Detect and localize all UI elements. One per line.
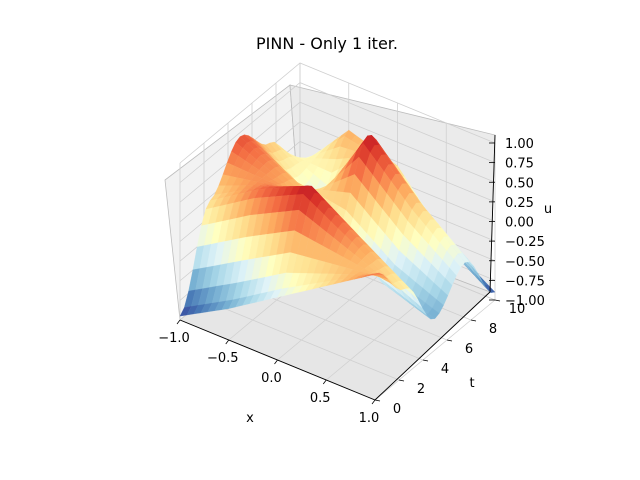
t-tick xyxy=(470,319,477,322)
x-tick-label: 0.5 xyxy=(310,391,331,406)
grid-line xyxy=(179,62,496,164)
u-tick-label: −1.00 xyxy=(505,294,545,309)
t-tick-label: 2 xyxy=(417,382,425,397)
t-tick-label: 4 xyxy=(441,362,449,377)
x-axis-label: x xyxy=(246,411,254,426)
u-tick-label: 0.00 xyxy=(505,216,534,231)
u-tick-label: 0.50 xyxy=(505,176,534,191)
t-tick-label: 0 xyxy=(393,402,401,417)
t-tick-label: 8 xyxy=(489,322,497,337)
t-tick xyxy=(374,399,381,402)
t-tick xyxy=(446,339,453,342)
grid-line xyxy=(203,299,400,381)
t-tick xyxy=(398,379,405,382)
u-tick-label: 0.25 xyxy=(505,196,534,211)
u-tick-label: −0.75 xyxy=(505,274,545,289)
u-tick-label: −0.25 xyxy=(505,235,545,250)
grid-line xyxy=(179,82,496,183)
x-tick xyxy=(274,359,278,365)
x-tick xyxy=(225,339,230,345)
x-tick xyxy=(176,319,181,325)
chart-title: PINN - Only 1 iter. xyxy=(256,34,398,53)
u-tick-label: 1.00 xyxy=(505,137,534,152)
u-axis-label: u xyxy=(544,202,552,217)
t-axis-label: t xyxy=(469,376,474,391)
u-tick-label: −0.50 xyxy=(505,255,545,270)
x-tick-label: −0.5 xyxy=(207,351,239,366)
surface-plot xyxy=(179,129,496,320)
t-tick-label: 10 xyxy=(509,302,526,317)
t-axis-ticks: 0 2 4 6 8 10 xyxy=(374,299,526,417)
t-tick-label: 6 xyxy=(465,342,473,357)
x-tick-label: 1.0 xyxy=(359,411,380,426)
grid-line xyxy=(374,299,496,401)
x-tick-label: −1.0 xyxy=(158,331,190,346)
u-axis-ticks: 1.00 0.75 0.50 0.25 0.00 −0.25 −0.50 −0.75 −1.00 xyxy=(489,137,545,309)
u-tick-label: 0.75 xyxy=(505,157,534,172)
grid-line xyxy=(179,101,496,203)
x-tick-label: 0.0 xyxy=(261,371,282,386)
surface-facet xyxy=(367,272,380,277)
x-axis-ticks: −1.0 −0.5 0.0 0.5 1.0 xyxy=(158,319,380,426)
x-tick xyxy=(371,399,376,405)
x-tick xyxy=(322,379,327,385)
t-tick xyxy=(422,359,429,362)
t-tick xyxy=(494,299,501,302)
